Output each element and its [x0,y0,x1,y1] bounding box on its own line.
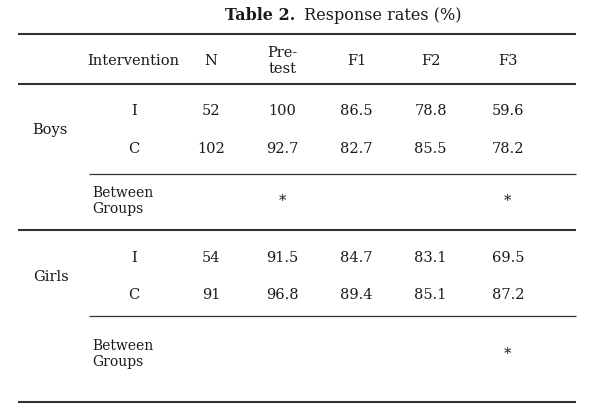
Text: 78.2: 78.2 [492,142,524,156]
Text: Table 2.: Table 2. [225,8,295,24]
Text: I: I [131,104,137,118]
Text: Pre-
test: Pre- test [267,46,297,76]
Text: I: I [131,251,137,265]
Text: 82.7: 82.7 [340,142,372,156]
Text: *: * [279,194,286,208]
Text: Boys: Boys [33,123,68,137]
Text: 92.7: 92.7 [266,142,298,156]
Text: 100: 100 [268,104,296,118]
Text: 91: 91 [202,288,220,303]
Text: 78.8: 78.8 [415,104,447,118]
Text: 91.5: 91.5 [266,251,298,265]
Text: 52: 52 [201,104,220,118]
Text: 96.8: 96.8 [266,288,298,303]
Text: 84.7: 84.7 [340,251,372,265]
Text: *: * [504,194,511,208]
Text: 85.1: 85.1 [415,288,447,303]
Text: C: C [128,288,139,303]
Text: Intervention: Intervention [87,54,180,68]
Text: Between
Groups: Between Groups [92,339,153,369]
Text: F1: F1 [347,54,366,68]
Text: 83.1: 83.1 [415,251,447,265]
Text: 85.5: 85.5 [415,142,447,156]
Text: C: C [128,142,139,156]
Text: *: * [504,347,511,361]
Text: F3: F3 [498,54,517,68]
Text: 89.4: 89.4 [340,288,372,303]
Text: Response rates (%): Response rates (%) [299,8,462,24]
Text: 54: 54 [201,251,220,265]
Text: 102: 102 [197,142,225,156]
Text: 86.5: 86.5 [340,104,372,118]
Text: N: N [204,54,217,68]
Text: 69.5: 69.5 [492,251,524,265]
Text: F2: F2 [421,54,440,68]
Text: 59.6: 59.6 [492,104,524,118]
Text: Between
Groups: Between Groups [92,186,153,216]
Text: Girls: Girls [33,269,68,284]
Text: 87.2: 87.2 [492,288,524,303]
